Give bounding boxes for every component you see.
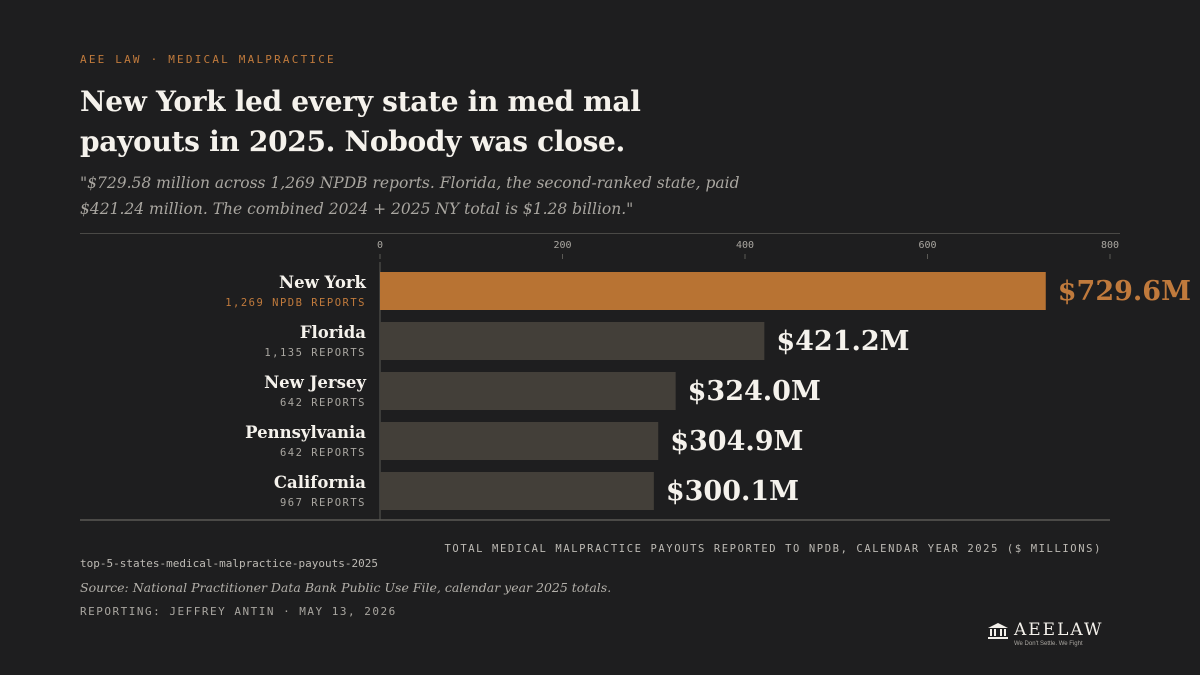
x-tick-label: 600 [918, 240, 936, 251]
category-label: California [274, 473, 366, 492]
aeelaw-logo[interactable]: AEELAW We Don't Settle. We Fight [988, 620, 1128, 650]
header-rule [80, 233, 1120, 234]
category-label: Pennsylvania [245, 423, 366, 442]
category-sublabel: 642 REPORTS [280, 397, 366, 409]
category-sublabel: 1,269 NPDB REPORTS [225, 297, 366, 309]
bar [380, 472, 654, 510]
value-label: $324.0M [688, 376, 821, 407]
category-sublabel: 1,135 REPORTS [264, 347, 366, 359]
x-axis-title: TOTAL MEDICAL MALPRACTICE PAYOUTS REPORT… [445, 543, 1103, 555]
x-tick-label: 800 [1101, 240, 1119, 251]
category-label: Florida [300, 323, 366, 342]
x-tick-label: 400 [736, 240, 754, 251]
x-tick-label: 200 [553, 240, 571, 251]
headline: New York led every state in med mal payo… [80, 85, 641, 158]
logo-text: AEELAW [1014, 620, 1104, 640]
value-label: $421.2M [776, 326, 909, 357]
bar [380, 322, 765, 360]
bar [380, 372, 676, 410]
bar-highlight [380, 272, 1046, 310]
logo-tagline: We Don't Settle. We Fight [1014, 641, 1083, 647]
dek-quote: "$729.58 million across 1,269 NPDB repor… [80, 174, 740, 218]
source-note: Source: National Practitioner Data Bank … [80, 580, 612, 595]
value-label: $729.6M [1058, 276, 1191, 307]
value-label: $300.1M [666, 476, 799, 507]
bar-chart: 0 200 400 600 800 New York 1,269 NPDB REPORTS $… [80, 240, 1191, 555]
category-label: New Jersey [264, 373, 366, 392]
x-tick-label: 0 [377, 240, 383, 251]
byline: REPORTING: JEFFREY ANTIN · MAY 13, 2026 [80, 605, 397, 618]
courthouse-icon [988, 623, 1008, 639]
source-id: top-5-states-medical-malpractice-payouts… [80, 557, 379, 570]
category-sublabel: 642 REPORTS [280, 447, 366, 459]
category-label: New York [279, 273, 367, 292]
kicker: AEE LAW · MEDICAL MALPRACTICE [80, 53, 336, 66]
category-sublabel: 967 REPORTS [280, 497, 366, 509]
value-label: $304.9M [670, 426, 803, 457]
bar [380, 422, 659, 460]
